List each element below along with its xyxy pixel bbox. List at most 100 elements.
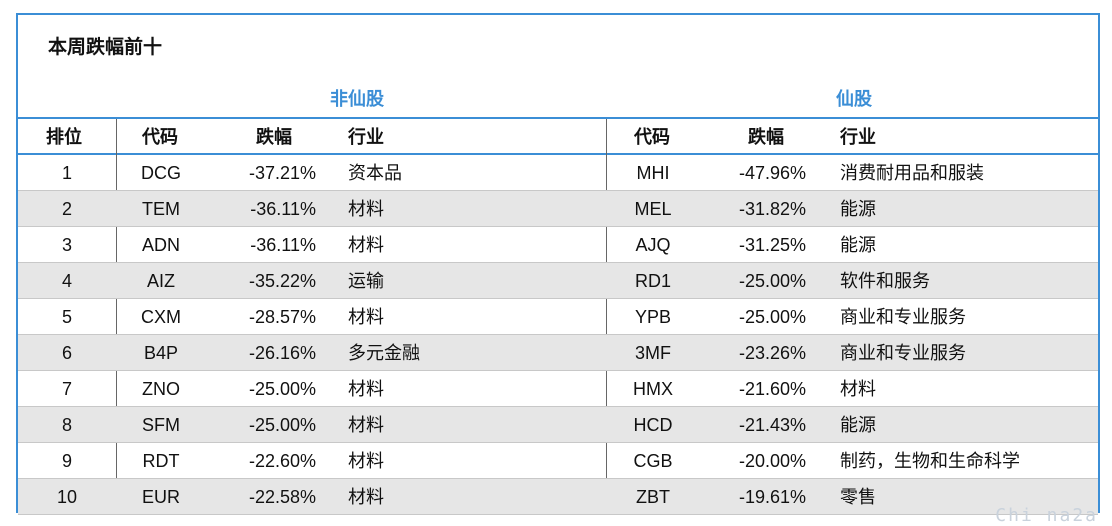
code-cell: B4P bbox=[143, 343, 179, 363]
col-header-rank: 排位 bbox=[46, 127, 82, 148]
code-cell: SFM bbox=[142, 415, 180, 435]
penny-industry-cell: 零售 bbox=[840, 487, 876, 507]
code-cell: RDT bbox=[142, 451, 180, 471]
penny-industry-cell: 材料 bbox=[840, 379, 876, 399]
col-header-change-penny: 跌幅 bbox=[748, 127, 784, 148]
table-row: 2 TEM -36.11% 材料 MEL -31.82% 能源 bbox=[18, 191, 1098, 227]
group-header-penny: 仙股 bbox=[836, 89, 872, 110]
penny-code-cell: ZBT bbox=[636, 487, 670, 507]
rank-cell: 4 bbox=[61, 271, 72, 291]
industry-cell: 材料 bbox=[348, 415, 384, 435]
penny-code-cell: HCD bbox=[633, 415, 673, 435]
col-header-industry-penny: 行业 bbox=[840, 127, 876, 148]
row-separator bbox=[18, 298, 1098, 299]
penny-industry-cell: 商业和专业服务 bbox=[840, 307, 966, 327]
change-cell: -22.58% bbox=[248, 487, 316, 507]
code-cell: TEM bbox=[142, 199, 180, 219]
penny-change-cell: -25.00% bbox=[738, 307, 806, 327]
header-divider bbox=[18, 153, 1098, 155]
industry-cell: 材料 bbox=[348, 235, 384, 255]
col-header-code-penny: 代码 bbox=[634, 127, 670, 148]
penny-industry-cell: 制药，生物和生命科学 bbox=[840, 451, 1020, 471]
table-card: 本周跌幅前十 非仙股 仙股 排位 代码 跌幅 行业 代码 跌幅 行业 1 DCG -… bbox=[16, 13, 1100, 515]
penny-change-cell: -31.82% bbox=[738, 199, 806, 219]
code-cell: DCG bbox=[141, 163, 181, 183]
rank-cell: 2 bbox=[61, 199, 72, 219]
change-cell: -36.11% bbox=[250, 199, 316, 219]
code-cell: ADN bbox=[141, 235, 180, 255]
penny-change-cell: -21.60% bbox=[738, 379, 806, 399]
code-cell: CXM bbox=[141, 307, 181, 327]
penny-industry-cell: 软件和服务 bbox=[840, 271, 930, 291]
table-row: 6 B4P -26.16% 多元金融 3MF -23.26% 商业和专业服务 bbox=[18, 335, 1098, 371]
table-row: 5 CXM -28.57% 材料 YPB -25.00% 商业和专业服务 bbox=[18, 299, 1098, 335]
rank-cell: 1 bbox=[61, 163, 72, 183]
industry-cell: 材料 bbox=[348, 451, 384, 471]
group-header-non-penny: 非仙股 bbox=[330, 89, 384, 110]
row-separator bbox=[18, 370, 1098, 371]
industry-cell: 材料 bbox=[348, 199, 384, 219]
change-cell: -36.11% bbox=[250, 235, 316, 255]
industry-cell: 材料 bbox=[348, 307, 384, 327]
col-header-code: 代码 bbox=[142, 127, 178, 148]
table-row: 4 AIZ -35.22% 运输 RD1 -25.00% 软件和服务 bbox=[18, 263, 1098, 299]
table-title: 本周跌幅前十 bbox=[48, 36, 163, 58]
industry-cell: 材料 bbox=[348, 487, 384, 507]
col-header-change: 跌幅 bbox=[256, 127, 292, 148]
industry-cell: 运输 bbox=[348, 271, 384, 291]
row-separator bbox=[18, 514, 1098, 515]
penny-industry-cell: 商业和专业服务 bbox=[840, 343, 966, 363]
code-cell: AIZ bbox=[146, 271, 175, 291]
change-cell: -37.21% bbox=[248, 163, 316, 183]
penny-code-cell: CGB bbox=[633, 451, 673, 471]
table-body: 1 DCG -37.21% 资本品 MHI -47.96% 消费耐用品和服装 2 TEM -36.… bbox=[18, 155, 1098, 515]
penny-change-cell: -23.26% bbox=[738, 343, 806, 363]
group-divider bbox=[18, 117, 1098, 119]
col-header-industry: 行业 bbox=[348, 127, 384, 148]
row-separator bbox=[18, 226, 1098, 227]
penny-change-cell: -19.61% bbox=[738, 487, 806, 507]
code-cell: EUR bbox=[141, 487, 180, 507]
penny-code-cell: AJQ bbox=[635, 235, 671, 255]
change-cell: -25.00% bbox=[248, 379, 316, 399]
industry-cell: 多元金融 bbox=[348, 343, 420, 363]
table-row: 1 DCG -37.21% 资本品 MHI -47.96% 消费耐用品和服装 bbox=[18, 155, 1098, 191]
penny-change-cell: -25.00% bbox=[738, 271, 806, 291]
change-cell: -25.00% bbox=[248, 415, 316, 435]
penny-code-cell: RD1 bbox=[634, 271, 671, 291]
rank-cell: 3 bbox=[61, 235, 72, 255]
column-divider-groups bbox=[606, 119, 607, 511]
rank-cell: 6 bbox=[61, 343, 72, 363]
penny-code-cell: 3MF bbox=[635, 343, 671, 363]
penny-industry-cell: 能源 bbox=[840, 199, 876, 219]
penny-industry-cell: 消费耐用品和服装 bbox=[840, 163, 984, 183]
change-cell: -28.57% bbox=[248, 307, 316, 327]
rank-cell: 10 bbox=[56, 487, 78, 507]
penny-code-cell: HMX bbox=[633, 379, 673, 399]
penny-code-cell: MHI bbox=[636, 163, 670, 183]
table-row: 9 RDT -22.60% 材料 CGB -20.00% 制药，生物和生命科学 bbox=[18, 443, 1098, 479]
table-row: 10 EUR -22.58% 材料 ZBT -19.61% 零售 bbox=[18, 479, 1098, 515]
penny-change-cell: -31.25% bbox=[738, 235, 806, 255]
industry-cell: 资本品 bbox=[348, 163, 402, 183]
row-separator bbox=[18, 262, 1098, 263]
penny-change-cell: -47.96% bbox=[738, 163, 806, 183]
row-separator bbox=[18, 406, 1098, 407]
penny-code-cell: MEL bbox=[634, 199, 672, 219]
penny-change-cell: -21.43% bbox=[738, 415, 806, 435]
rank-cell: 9 bbox=[61, 451, 72, 471]
code-cell: ZNO bbox=[142, 379, 180, 399]
row-separator bbox=[18, 334, 1098, 335]
table-row: 8 SFM -25.00% 材料 HCD -21.43% 能源 bbox=[18, 407, 1098, 443]
row-separator bbox=[18, 190, 1098, 191]
rank-cell: 7 bbox=[61, 379, 72, 399]
table-row: 3 ADN -36.11% 材料 AJQ -31.25% 能源 bbox=[18, 227, 1098, 263]
column-divider-rank bbox=[116, 119, 117, 511]
row-separator bbox=[18, 478, 1098, 479]
change-cell: -26.16% bbox=[248, 343, 316, 363]
penny-code-cell: YPB bbox=[634, 307, 672, 327]
penny-change-cell: -20.00% bbox=[738, 451, 806, 471]
change-cell: -22.60% bbox=[248, 451, 316, 471]
change-cell: -35.22% bbox=[248, 271, 316, 291]
rank-cell: 8 bbox=[61, 415, 72, 435]
